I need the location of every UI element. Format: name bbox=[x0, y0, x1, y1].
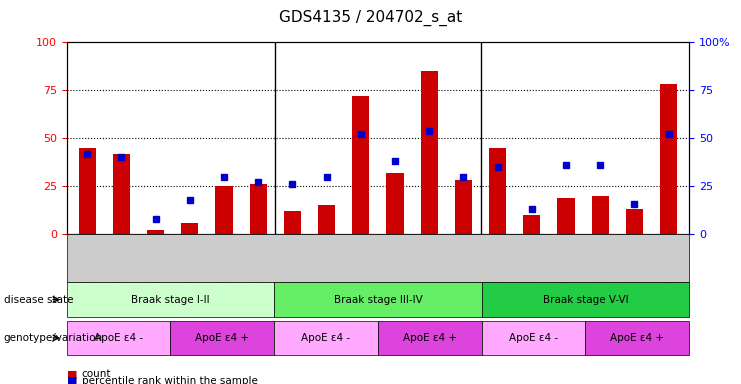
Bar bbox=[489, 148, 506, 234]
Bar bbox=[182, 223, 199, 234]
Bar bbox=[284, 211, 301, 234]
Text: ■: ■ bbox=[67, 376, 77, 384]
Text: percentile rank within the sample: percentile rank within the sample bbox=[82, 376, 257, 384]
Text: genotype/variation: genotype/variation bbox=[4, 333, 103, 343]
Text: Braak stage III-IV: Braak stage III-IV bbox=[333, 295, 422, 305]
Text: GDS4135 / 204702_s_at: GDS4135 / 204702_s_at bbox=[279, 10, 462, 26]
Bar bbox=[421, 71, 438, 234]
Text: ■: ■ bbox=[67, 369, 77, 379]
Bar bbox=[387, 173, 404, 234]
Text: Braak stage V-VI: Braak stage V-VI bbox=[542, 295, 628, 305]
Bar bbox=[626, 209, 643, 234]
Bar bbox=[216, 186, 233, 234]
Bar bbox=[591, 196, 609, 234]
Text: ApoE ε4 +: ApoE ε4 + bbox=[403, 333, 456, 343]
Bar bbox=[557, 198, 574, 234]
Text: ApoE ε4 -: ApoE ε4 - bbox=[94, 333, 143, 343]
Bar bbox=[250, 184, 267, 234]
Bar bbox=[113, 154, 130, 234]
Text: ApoE ε4 +: ApoE ε4 + bbox=[611, 333, 664, 343]
Bar bbox=[523, 215, 540, 234]
Bar bbox=[455, 180, 472, 234]
Text: disease state: disease state bbox=[4, 295, 73, 305]
Bar bbox=[318, 205, 335, 234]
Bar bbox=[147, 230, 165, 234]
Bar bbox=[660, 84, 677, 234]
Bar bbox=[352, 96, 369, 234]
Text: ApoE ε4 +: ApoE ε4 + bbox=[196, 333, 249, 343]
Text: ApoE ε4 -: ApoE ε4 - bbox=[302, 333, 350, 343]
Text: count: count bbox=[82, 369, 111, 379]
Text: ApoE ε4 -: ApoE ε4 - bbox=[509, 333, 558, 343]
Bar bbox=[79, 148, 96, 234]
Text: Braak stage I-II: Braak stage I-II bbox=[131, 295, 210, 305]
